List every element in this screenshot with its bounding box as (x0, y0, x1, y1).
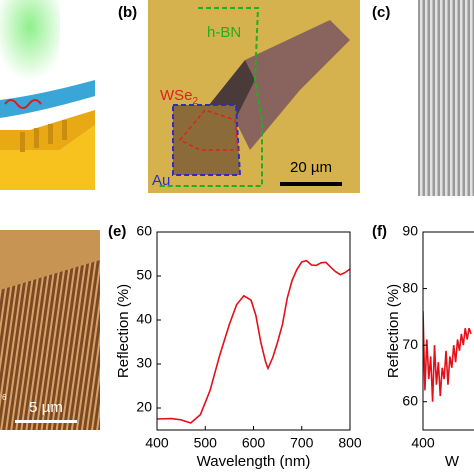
y-tick-label: 60 (136, 223, 152, 239)
hbn-label: h-BN (207, 24, 241, 41)
scale-label: 20 µm (290, 159, 332, 176)
plot-area (423, 311, 472, 402)
y-tick-label: 50 (136, 267, 152, 283)
axes-frame (422, 231, 474, 431)
wse2-label: WSe2 (160, 87, 199, 107)
y-tick-label: 70 (402, 336, 418, 352)
y-axis-label: Reflection (%) (115, 284, 132, 378)
x-tick-label: 500 (194, 435, 218, 451)
fragment-label: 6 (2, 393, 7, 402)
data-line (423, 311, 472, 402)
data-line (157, 259, 350, 424)
plot-area (157, 259, 350, 424)
x-tick-label: 400 (411, 435, 435, 451)
panel-label: (b) (118, 4, 137, 21)
x-axis-label: Wavelength (nm) (197, 453, 311, 470)
panel-d-image (0, 230, 100, 430)
x-tick-label: 600 (242, 435, 266, 451)
panel-label: (e) (108, 223, 126, 240)
y-tick-label: 30 (136, 355, 152, 371)
y-tick-label: 90 (402, 223, 418, 239)
y-tick-label: 40 (136, 311, 152, 327)
x-tick-label: 800 (338, 435, 362, 451)
panel-b-image (148, 0, 360, 193)
wse2-subscript: 2 (193, 96, 199, 107)
x-tick-label: 700 (290, 435, 314, 451)
y-tick-label: 60 (402, 392, 418, 408)
panel-label: (c) (372, 4, 390, 21)
panel-label: (f) (372, 223, 387, 240)
scale-label: 5 µm (29, 399, 63, 416)
wse2-text: WSe (160, 87, 193, 104)
x-axis-label: W (445, 453, 460, 470)
x-tick-label: 400 (145, 435, 169, 451)
panel-a-illustration (0, 0, 95, 190)
y-tick-label: 80 (402, 279, 418, 295)
y-axis-label: Reflection (%) (385, 284, 402, 378)
au-label: Au (152, 172, 170, 189)
panel-c-image (418, 0, 474, 196)
y-tick-label: 20 (136, 399, 152, 415)
axes-frame (156, 231, 351, 431)
